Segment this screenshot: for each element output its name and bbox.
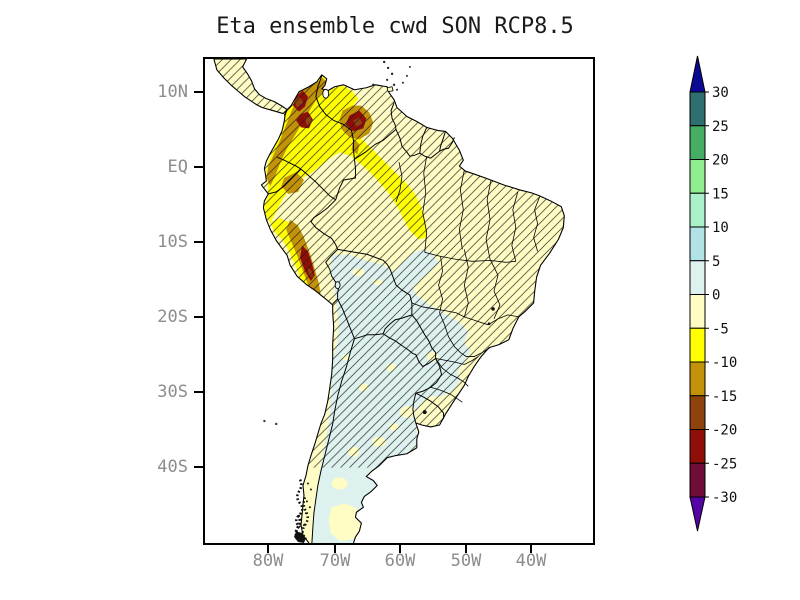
coastlines [213, 59, 565, 543]
y-axis-tick-label: 10S [157, 232, 188, 252]
hatching-overlay [213, 59, 565, 468]
colorbar-tick-label: -20 [712, 423, 737, 439]
land-fill-layers [213, 59, 565, 543]
colorbar-tick-label: 20 [712, 153, 729, 169]
x-axis-tick-label: 60W [384, 551, 416, 571]
colorbar-tick-label: 25 [712, 119, 729, 135]
colorbar-segment [689, 327, 706, 363]
south-america-map [213, 59, 565, 543]
colorbar-segment [689, 226, 706, 262]
fjord-speckles [294, 478, 312, 543]
colorbar-arrow-top [689, 55, 706, 93]
y-axis-tick-mark [194, 241, 203, 243]
caribbean-islands [372, 60, 411, 93]
y-axis-tick-mark [194, 391, 203, 393]
colorbar-tick-label: -25 [712, 456, 737, 472]
colorbar: 30 25 20 15 10 5 0 -5 -10 -15 -20 -25 -30 [689, 55, 737, 532]
y-axis-tick-mark [194, 91, 203, 93]
colorbar-segment [689, 192, 706, 228]
x-axis-tick-label: 70W [319, 551, 351, 571]
x-axis-tick-label: 80W [252, 551, 284, 571]
x-axis-tick-mark [267, 545, 269, 553]
colorbar-segment [689, 125, 706, 160]
colorbar-segment [689, 294, 706, 329]
y-axis-tick-mark [194, 466, 203, 468]
colorbar-segment [689, 159, 706, 194]
colorbar-tick-label: 15 [712, 186, 729, 202]
x-axis-tick-label: 40W [515, 551, 547, 571]
lakes [322, 88, 341, 290]
x-axis-tick-mark [530, 545, 532, 553]
colorbar-tick-label: 0 [712, 288, 720, 304]
y-axis-tick-mark [194, 166, 203, 168]
inland-water-marks [422, 307, 495, 415]
colorbar-tick-label: -15 [712, 389, 737, 405]
colorbar-tick-label: 30 [712, 85, 729, 101]
map-frame [203, 57, 595, 545]
y-axis-tick-label: 40S [157, 457, 188, 477]
colorbar-tick-label: 5 [712, 254, 720, 270]
x-axis-tick-mark [465, 545, 467, 553]
x-axis-tick-mark [399, 545, 401, 553]
colorbar-segment [689, 361, 706, 397]
colorbar-tick-label: -30 [712, 490, 737, 506]
plot-title: Eta ensemble cwd SON RCP8.5 [216, 14, 574, 39]
country-borders [268, 75, 455, 543]
colorbar-tick-label: -10 [712, 355, 737, 371]
colorbar-segment [689, 462, 706, 498]
y-axis-tick-mark [194, 316, 203, 318]
x-axis-tick-mark [334, 545, 336, 553]
x-axis-tick-label: 50W [450, 551, 482, 571]
y-axis-tick-label: 20S [157, 307, 188, 327]
colorbar-segment [689, 260, 706, 295]
colorbar-segment [689, 91, 706, 127]
y-axis-tick-label: 10N [157, 82, 188, 102]
colorbar-tick-label: -5 [712, 321, 729, 337]
brazil-state-borders [395, 156, 540, 403]
colorbar-segment [689, 395, 706, 430]
colorbar-segment [689, 429, 706, 464]
y-axis-tick-label: EQ [167, 157, 188, 177]
colorbar-arrow-bottom [689, 496, 706, 532]
y-axis-tick-label: 30S [157, 382, 188, 402]
colorbar-tick-label: 10 [712, 220, 729, 236]
pacific-islands [263, 419, 278, 426]
